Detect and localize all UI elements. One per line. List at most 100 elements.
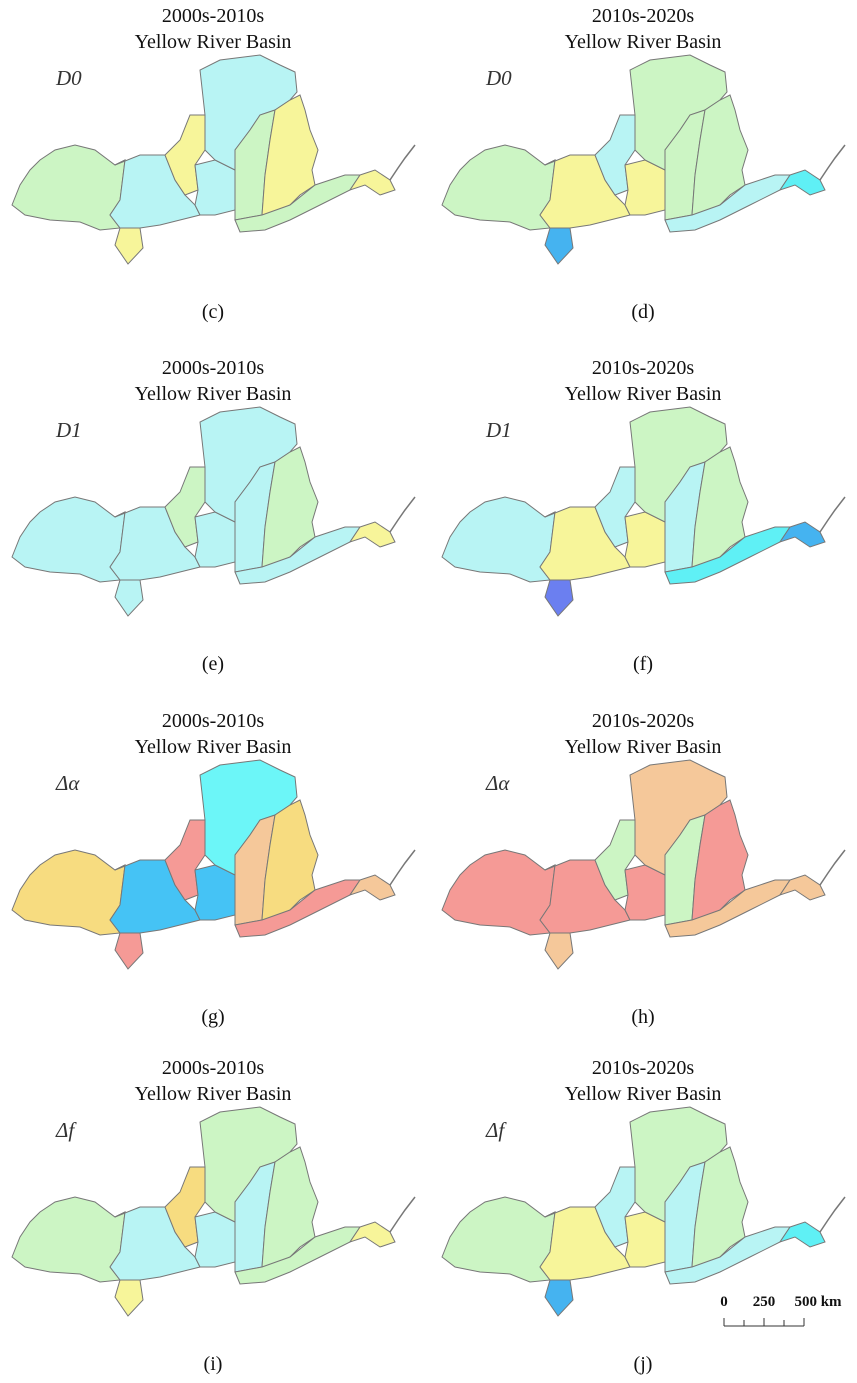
- panel-subtitle: Yellow River Basin: [135, 383, 292, 405]
- river-outlet: [389, 849, 416, 886]
- river-outlet: [819, 1196, 846, 1233]
- basin-region: [664, 174, 791, 233]
- basin-region: [114, 227, 144, 265]
- basin-region: [624, 1211, 666, 1268]
- variable-label: D0: [485, 66, 512, 90]
- basin-region: [194, 159, 236, 216]
- basin-region: [664, 1226, 791, 1285]
- basin-region: [234, 526, 361, 585]
- variable-label: Δα: [55, 771, 80, 795]
- scale-label: 250: [753, 1294, 776, 1310]
- basin-region: [164, 114, 206, 196]
- panel-subtitle: Yellow River Basin: [565, 736, 722, 758]
- panel-caption: (f): [633, 653, 653, 675]
- basin-region: [348, 169, 396, 196]
- river-outlet: [389, 496, 416, 533]
- panel-title: 2010s-2020s: [592, 5, 694, 27]
- basin-region: [441, 849, 556, 936]
- map-panel: 2010s-2020s Yellow River Basin D1 (f): [441, 357, 846, 675]
- scale-label: 0: [720, 1294, 728, 1310]
- panel-title: 2000s-2010s: [162, 5, 264, 27]
- basin-region: [624, 159, 666, 216]
- basin-region: [11, 496, 126, 583]
- river-outlet: [819, 849, 846, 886]
- basin-region: [594, 1166, 636, 1248]
- river-outlet: [819, 144, 846, 181]
- basin-region: [348, 521, 396, 548]
- variable-label: Δf: [55, 1118, 77, 1142]
- map-panel: 2000s-2010s Yellow River Basin Δα (g): [11, 710, 416, 1028]
- panel-subtitle: Yellow River Basin: [135, 1083, 292, 1105]
- basin-region: [114, 579, 144, 617]
- panel-caption: (j): [634, 1353, 653, 1375]
- basin-region: [594, 819, 636, 901]
- basin-region: [544, 579, 574, 617]
- river-outlet: [819, 496, 846, 533]
- map-panel: 2010s-2020s Yellow River Basin D0 (d): [441, 5, 846, 323]
- panel-caption: (i): [204, 1353, 223, 1375]
- basin-region: [441, 1196, 556, 1283]
- panel-subtitle: Yellow River Basin: [565, 383, 722, 405]
- basin-region: [778, 1221, 826, 1248]
- map-panel: 2000s-2010s Yellow River Basin Δf (i): [11, 1057, 416, 1375]
- basin-region: [544, 932, 574, 970]
- panel-subtitle: Yellow River Basin: [565, 1083, 722, 1105]
- panel-caption: (e): [202, 653, 224, 675]
- basin-region: [664, 879, 791, 938]
- variable-label: Δα: [485, 771, 510, 795]
- variable-label: Δf: [485, 1118, 507, 1142]
- panel-title: 2000s-2010s: [162, 1057, 264, 1079]
- panel-title: 2010s-2020s: [592, 357, 694, 379]
- basin-region: [194, 1211, 236, 1268]
- variable-label: D0: [55, 66, 82, 90]
- panel-caption: (h): [631, 1006, 654, 1028]
- scale-label: 500 km: [794, 1294, 842, 1310]
- basin-region: [544, 1279, 574, 1317]
- basin-region: [778, 874, 826, 901]
- basin-region: [194, 511, 236, 568]
- basin-region: [11, 1196, 126, 1283]
- basin-region: [114, 1279, 144, 1317]
- map-panel: 2000s-2010s Yellow River Basin D0 (c): [11, 5, 416, 323]
- basin-region: [441, 496, 556, 583]
- basin-region: [544, 227, 574, 265]
- basin-region: [441, 144, 556, 231]
- basin-region: [11, 849, 126, 936]
- panel-title: 2000s-2010s: [162, 710, 264, 732]
- basin-region: [778, 521, 826, 548]
- basin-region: [778, 169, 826, 196]
- basin-region: [164, 466, 206, 548]
- river-outlet: [389, 1196, 416, 1233]
- variable-label: D1: [485, 418, 512, 442]
- basin-region: [624, 864, 666, 921]
- basin-region: [11, 144, 126, 231]
- panel-title: 2010s-2020s: [592, 1057, 694, 1079]
- basin-region: [234, 1226, 361, 1285]
- basin-region: [194, 864, 236, 921]
- basin-region: [164, 819, 206, 901]
- panel-title: 2010s-2020s: [592, 710, 694, 732]
- panel-subtitle: Yellow River Basin: [135, 31, 292, 53]
- basin-region: [664, 526, 791, 585]
- scale-bar: 0 250 500 km: [720, 1294, 842, 1327]
- panel-title: 2000s-2010s: [162, 357, 264, 379]
- map-panel: 2010s-2020s Yellow River Basin Δα (h): [441, 710, 846, 1028]
- basin-region: [164, 1166, 206, 1248]
- panel-caption: (g): [201, 1006, 224, 1028]
- panel-caption: (c): [202, 301, 224, 323]
- basin-region: [348, 874, 396, 901]
- basin-region: [624, 511, 666, 568]
- basin-region: [234, 174, 361, 233]
- basin-region: [234, 879, 361, 938]
- map-panel: 2000s-2010s Yellow River Basin D1 (e): [11, 357, 416, 675]
- basin-region: [594, 466, 636, 548]
- panel-subtitle: Yellow River Basin: [135, 736, 292, 758]
- panel-caption: (d): [631, 301, 654, 323]
- river-outlet: [389, 144, 416, 181]
- basin-region: [594, 114, 636, 196]
- variable-label: D1: [55, 418, 82, 442]
- panel-subtitle: Yellow River Basin: [565, 31, 722, 53]
- basin-region: [348, 1221, 396, 1248]
- basin-region: [114, 932, 144, 970]
